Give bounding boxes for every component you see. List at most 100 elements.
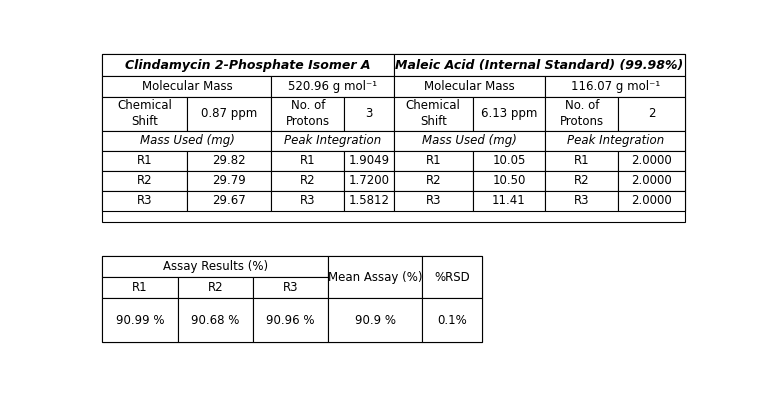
Bar xyxy=(102,76,272,97)
Text: Chemical
Shift: Chemical Shift xyxy=(117,99,172,128)
Text: Clindamycin 2-Phosphate Isomer A: Clindamycin 2-Phosphate Isomer A xyxy=(126,59,371,71)
Text: R2: R2 xyxy=(425,174,441,187)
Text: Mean Assay (%): Mean Assay (%) xyxy=(328,271,423,284)
Bar xyxy=(344,97,393,130)
Bar xyxy=(545,97,618,130)
Text: Mass Used (mg): Mass Used (mg) xyxy=(139,134,234,147)
Bar xyxy=(253,277,328,298)
Bar xyxy=(618,190,685,211)
Bar xyxy=(545,76,685,97)
Text: Maleic Acid (Internal Standard) (99.98%): Maleic Acid (Internal Standard) (99.98%) xyxy=(396,59,684,71)
Bar xyxy=(187,170,272,190)
Text: 90.9 %: 90.9 % xyxy=(355,314,396,327)
Text: Molecular Mass: Molecular Mass xyxy=(424,80,515,93)
Text: 520.96 g mol⁻¹: 520.96 g mol⁻¹ xyxy=(288,80,377,93)
Text: 116.07 g mol⁻¹: 116.07 g mol⁻¹ xyxy=(571,80,660,93)
Bar xyxy=(102,130,272,150)
Text: R3: R3 xyxy=(137,194,152,207)
Text: R2: R2 xyxy=(137,174,152,187)
Text: R2: R2 xyxy=(207,281,223,294)
Text: R1: R1 xyxy=(137,154,152,167)
Bar xyxy=(272,130,393,150)
Bar xyxy=(102,277,178,298)
Text: 90.99 %: 90.99 % xyxy=(116,314,164,327)
Bar xyxy=(422,256,482,298)
Text: 2.0000: 2.0000 xyxy=(631,154,672,167)
Text: 10.50: 10.50 xyxy=(492,174,526,187)
Text: 1.9049: 1.9049 xyxy=(349,154,390,167)
Bar xyxy=(393,190,473,211)
Text: Mass Used (mg): Mass Used (mg) xyxy=(422,134,517,147)
Text: 10.05: 10.05 xyxy=(492,154,526,167)
Text: 29.79: 29.79 xyxy=(213,174,246,187)
Text: 3: 3 xyxy=(366,107,373,120)
Text: No. of
Protons: No. of Protons xyxy=(286,99,330,128)
Bar xyxy=(344,150,393,170)
Bar xyxy=(618,150,685,170)
Text: 90.68 %: 90.68 % xyxy=(191,314,239,327)
Bar xyxy=(618,97,685,130)
Bar xyxy=(102,150,187,170)
Text: R2: R2 xyxy=(300,174,316,187)
Bar xyxy=(187,190,272,211)
Bar xyxy=(473,170,545,190)
Bar xyxy=(102,170,187,190)
Bar xyxy=(344,190,393,211)
Bar xyxy=(545,170,618,190)
Bar xyxy=(272,150,344,170)
Text: 0.87 ppm: 0.87 ppm xyxy=(201,107,257,120)
Bar xyxy=(272,170,344,190)
Text: Peak Integration: Peak Integration xyxy=(284,134,381,147)
Bar xyxy=(422,298,482,342)
Text: R1: R1 xyxy=(574,154,590,167)
Text: %RSD: %RSD xyxy=(434,271,470,284)
Bar xyxy=(102,256,482,342)
Text: No. of
Protons: No. of Protons xyxy=(560,99,604,128)
Text: R1: R1 xyxy=(425,154,441,167)
Text: R2: R2 xyxy=(574,174,590,187)
Bar xyxy=(178,277,253,298)
Text: R3: R3 xyxy=(283,281,298,294)
Text: 1.7200: 1.7200 xyxy=(349,174,390,187)
Text: 11.41: 11.41 xyxy=(492,194,526,207)
Bar xyxy=(187,150,272,170)
Bar xyxy=(393,76,545,97)
Bar xyxy=(393,170,473,190)
Text: R3: R3 xyxy=(426,194,441,207)
Bar xyxy=(272,97,344,130)
Bar xyxy=(102,97,187,130)
Bar xyxy=(344,170,393,190)
Bar xyxy=(618,170,685,190)
Bar xyxy=(545,190,618,211)
Text: 2.0000: 2.0000 xyxy=(631,194,672,207)
Text: 2: 2 xyxy=(648,107,655,120)
Bar xyxy=(328,256,422,298)
Bar xyxy=(545,130,685,150)
Text: Peak Integration: Peak Integration xyxy=(567,134,664,147)
Text: 29.67: 29.67 xyxy=(213,194,246,207)
Text: Chemical
Shift: Chemical Shift xyxy=(406,99,460,128)
Bar xyxy=(253,298,328,342)
Bar xyxy=(473,97,545,130)
Bar xyxy=(473,150,545,170)
Bar xyxy=(393,130,545,150)
Text: R1: R1 xyxy=(132,281,148,294)
Bar xyxy=(328,298,422,342)
Text: Assay Results (%): Assay Results (%) xyxy=(162,260,268,273)
Bar xyxy=(473,190,545,211)
Bar xyxy=(393,97,473,130)
Text: 29.82: 29.82 xyxy=(213,154,246,167)
Text: R3: R3 xyxy=(300,194,316,207)
Bar xyxy=(545,150,618,170)
Bar xyxy=(102,54,685,222)
Text: 1.5812: 1.5812 xyxy=(349,194,390,207)
Bar xyxy=(102,54,393,76)
Text: 0.1%: 0.1% xyxy=(437,314,467,327)
Text: 2.0000: 2.0000 xyxy=(631,174,672,187)
Bar xyxy=(178,298,253,342)
Text: R3: R3 xyxy=(574,194,590,207)
Bar xyxy=(272,190,344,211)
Text: R1: R1 xyxy=(300,154,316,167)
Bar xyxy=(187,97,272,130)
Bar xyxy=(272,76,393,97)
